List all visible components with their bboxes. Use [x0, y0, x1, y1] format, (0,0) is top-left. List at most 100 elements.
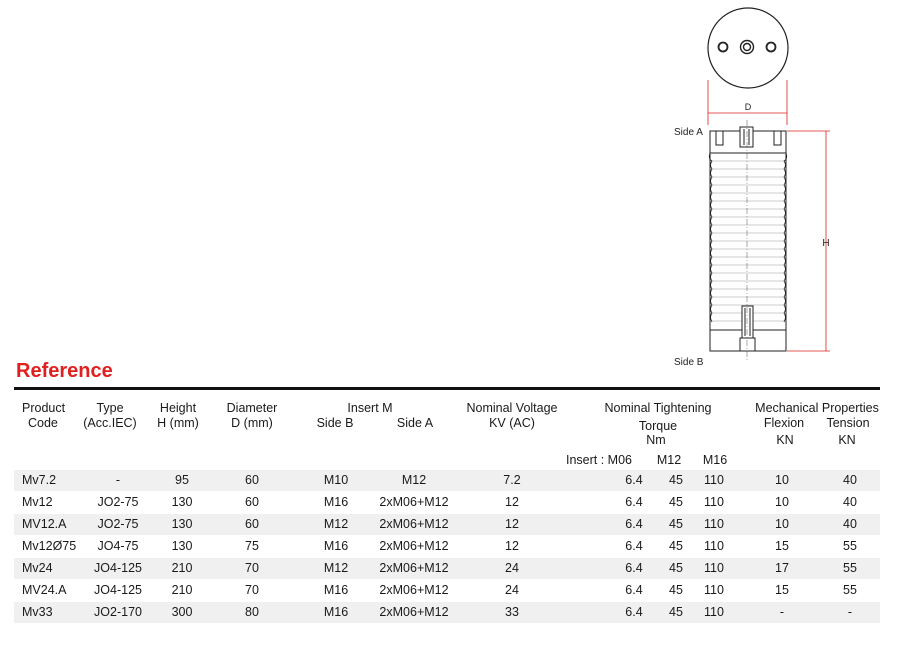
cell-m06: 6.4: [625, 495, 643, 509]
cell-tension: 55: [843, 561, 857, 575]
cell-m16: 110: [704, 561, 724, 575]
header-type: Type (Acc.IEC): [83, 401, 137, 430]
cell-tension: 40: [843, 495, 857, 509]
cell-diameter: 70: [245, 583, 259, 597]
cell-type: JO4-125: [94, 583, 142, 597]
cell-diameter: 75: [245, 539, 259, 553]
header-insert-m06: Insert : M06: [566, 453, 632, 467]
cell-diameter: 80: [245, 605, 259, 619]
cell-type: JO2-170: [94, 605, 142, 619]
cell-side-a: 2xM06+M12: [379, 517, 449, 531]
table-row: Mv12Ø75 JO4-75 130 75 M16 2xM06+M12 12 6…: [14, 536, 880, 557]
cell-flexion: 17: [775, 561, 789, 575]
top-view-disc: [707, 7, 789, 89]
cell-m12: 45: [669, 583, 683, 597]
header-flexion: Flexion: [763, 416, 805, 430]
header-torque: Torque: [638, 419, 678, 433]
cell-diameter: 60: [245, 473, 259, 487]
cell-type: JO2-75: [97, 517, 139, 531]
cell-m12: 45: [669, 561, 683, 575]
cell-flexion: 15: [775, 583, 789, 597]
header-nominal-voltage: Nominal Voltage KV (AC): [466, 401, 558, 430]
cell-side-b: M16: [323, 605, 349, 619]
cell-kv: 24: [505, 561, 519, 575]
cell-side-a: 2xM06+M12: [379, 605, 449, 619]
bottom-insert: [739, 305, 756, 352]
cell-flexion: 10: [775, 473, 789, 487]
header-tension: Tension: [826, 416, 870, 430]
cell-m16: 110: [704, 473, 724, 487]
cell-side-b: M12: [323, 561, 349, 575]
cell-code: MV24.A: [22, 583, 67, 597]
cell-m16: 110: [704, 539, 724, 553]
cell-height: 210: [171, 583, 193, 597]
cell-height: 130: [171, 539, 193, 553]
cell-side-b: M12: [323, 517, 349, 531]
insulator-drawing-svg: D H Side A Side B: [674, 7, 830, 368]
cell-height: 300: [171, 605, 193, 619]
cell-flexion: 10: [775, 495, 789, 509]
cell-kv: 12: [505, 495, 519, 509]
header-product-code: Product Code: [22, 401, 66, 430]
dimension-h-label: H: [822, 238, 829, 249]
cell-kv: 12: [505, 539, 519, 553]
cell-code: Mv12Ø75: [22, 539, 77, 553]
table-row: Mv33 JO2-170 300 80 M16 2xM06+M12 33 6.4…: [14, 602, 880, 623]
cell-side-a: M12: [401, 473, 427, 487]
cell-side-b: M16: [323, 495, 349, 509]
cell-m16: 110: [704, 495, 724, 509]
side-b-label: Side B: [674, 357, 704, 368]
cell-m12: 45: [669, 539, 683, 553]
side-a-label: Side A: [674, 127, 703, 138]
cell-m06: 6.4: [625, 561, 643, 575]
cell-side-a: 2xM06+M12: [379, 561, 449, 575]
cell-tension: 55: [843, 539, 857, 553]
header-side-a: Side A: [396, 416, 434, 430]
cell-m06: 6.4: [625, 517, 643, 531]
cell-tension: 40: [843, 473, 857, 487]
cell-code: Mv12: [22, 495, 53, 509]
cell-m12: 45: [669, 495, 683, 509]
cell-kv: 7.2: [503, 473, 521, 487]
header-height: Height H (mm): [157, 401, 199, 430]
cell-side-b: M16: [323, 583, 349, 597]
cell-m06: 6.4: [625, 539, 643, 553]
insulator-body: [709, 130, 787, 352]
cell-kv: 24: [505, 583, 519, 597]
table-row: MV24.A JO4-125 210 70 M16 2xM06+M12 24 6…: [14, 580, 880, 601]
cell-type: JO4-125: [94, 561, 142, 575]
insulator-ribs: [708, 152, 788, 323]
cell-code: Mv7.2: [22, 473, 57, 487]
cell-diameter: 70: [245, 561, 259, 575]
insulator-drawing: D H Side A Side B: [660, 0, 900, 370]
cell-tension: 40: [843, 517, 857, 531]
header-m12: M12: [656, 453, 682, 467]
top-hole-right: [765, 41, 777, 53]
cell-type: JO2-75: [97, 495, 139, 509]
cell-m06: 6.4: [625, 583, 643, 597]
cell-side-b: M10: [323, 473, 349, 487]
cell-flexion: 10: [775, 517, 789, 531]
top-inserts: [715, 126, 782, 148]
cell-m16: 110: [704, 605, 724, 619]
top-center-insert: [739, 39, 755, 55]
cell-code: MV12.A: [22, 517, 67, 531]
cell-m16: 110: [704, 583, 724, 597]
cell-code: Mv33: [22, 605, 53, 619]
dimension-d-label: D: [745, 102, 752, 112]
heading-rule: [14, 387, 880, 390]
header-nm: Nm: [646, 433, 666, 447]
cell-kv: 12: [505, 517, 519, 531]
cell-diameter: 60: [245, 495, 259, 509]
cell-tension: 55: [843, 583, 857, 597]
cell-height: 95: [175, 473, 189, 487]
table-row: Mv24 JO4-125 210 70 M12 2xM06+M12 24 6.4…: [14, 558, 880, 579]
header-insert: Insert M: [347, 401, 393, 415]
top-hole-left: [717, 41, 729, 53]
cell-m12: 45: [669, 517, 683, 531]
cell-m06: 6.4: [625, 473, 643, 487]
table-row: Mv7.2 - 95 60 M10 M12 7.2 6.4 45 110 10 …: [14, 470, 880, 491]
reference-title: Reference: [16, 360, 113, 382]
table-row: MV12.A JO2-75 130 60 M12 2xM06+M12 12 6.…: [14, 514, 880, 535]
header-kn-flexion: KN: [776, 433, 794, 447]
